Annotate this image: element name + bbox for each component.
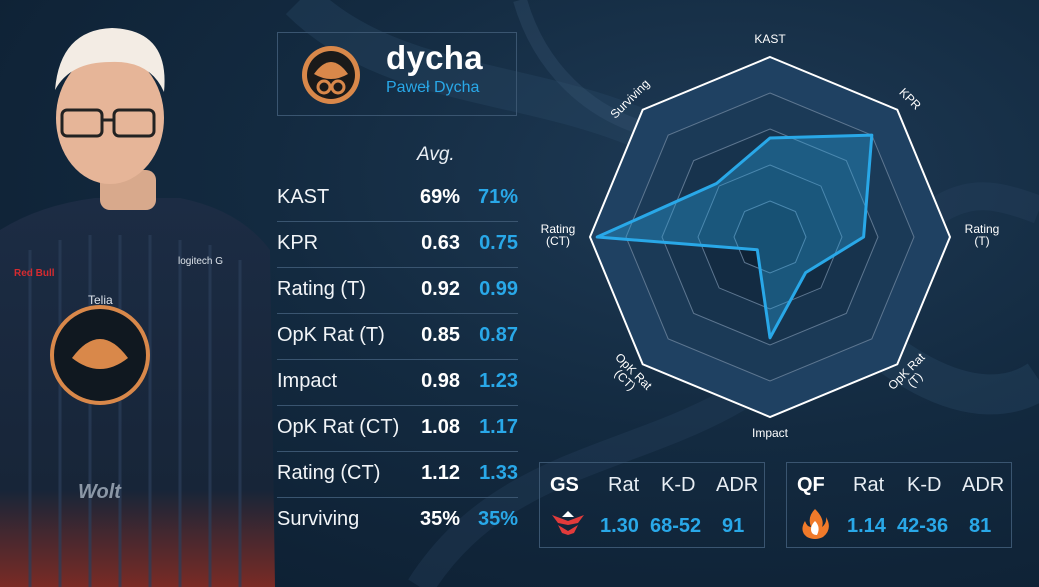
stats-table: KAST 69% 71% KPR 0.63 0.75 Rating (T) 0.92 0.99 O…: [277, 176, 518, 544]
adr-header: ADR: [962, 474, 1005, 496]
match-adr: 91: [722, 515, 745, 537]
stat-label: Rating (CT): [277, 462, 381, 484]
stat-player-value: 1.33: [479, 462, 518, 484]
stat-player-value: 0.99: [479, 278, 518, 300]
stat-row: Surviving 35% 35%: [277, 498, 518, 544]
radar-axis-label: Rating (T): [965, 222, 1000, 248]
stat-label: Rating (T): [277, 278, 366, 300]
kd-header: K-D: [907, 474, 942, 496]
stat-average: 1.12: [421, 462, 460, 484]
stat-average: 1.08: [421, 416, 460, 438]
stat-player-value: 1.17: [479, 416, 518, 438]
match-stage: QF: [797, 474, 825, 496]
stat-label: OpK Rat (T): [277, 324, 385, 346]
heroic-logo-icon: [552, 511, 584, 535]
match-adr: 81: [969, 515, 992, 537]
radar-axis-label: Rating (CT): [541, 222, 576, 248]
stat-row: OpK Rat (CT) 1.08 1.17: [277, 406, 518, 452]
stat-player-value: 0.75: [479, 232, 518, 254]
stat-label: OpK Rat (CT): [277, 416, 400, 438]
stat-average: 0.85: [421, 324, 460, 346]
match-rating: 1.30: [600, 515, 639, 537]
rating-header: Rat: [853, 474, 885, 496]
stat-average: 0.63: [421, 232, 460, 254]
stat-player-value: 1.23: [479, 370, 518, 392]
radar-axis-label: Impact: [752, 426, 789, 440]
avg-column-header: Avg.: [417, 144, 455, 165]
svg-text:Telia: Telia: [88, 293, 113, 307]
stat-label: KPR: [277, 232, 319, 254]
svg-text:Red Bull: Red Bull: [14, 268, 55, 279]
match-box-gs: GS Rat K-D ADR 1.30 68-52 91: [539, 462, 765, 548]
stat-average: 35%: [419, 508, 460, 530]
stat-average: 0.98: [421, 370, 460, 392]
stat-player-value: 71%: [477, 186, 518, 208]
stat-label: Impact: [277, 370, 338, 392]
stat-player-value: 0.87: [479, 324, 518, 346]
stat-row: Impact 0.98 1.23: [277, 360, 518, 406]
stat-row: KAST 69% 71%: [277, 176, 518, 222]
stat-label: KAST: [277, 186, 330, 208]
player-full-name: Paweł Dycha: [386, 79, 480, 96]
radar-axis-label: KPR: [896, 85, 924, 113]
radar-axis-label: KAST: [754, 32, 786, 46]
stat-player-value: 35%: [477, 508, 518, 530]
player-nickname: dycha: [386, 39, 483, 76]
stat-average: 69%: [419, 186, 460, 208]
stat-average: 0.92: [421, 278, 460, 300]
svg-text:logitech G: logitech G: [178, 256, 223, 267]
svg-text:Wolt: Wolt: [78, 481, 122, 503]
match-stage: GS: [550, 474, 579, 496]
match-kd: 42-36: [897, 515, 949, 537]
match-rating: 1.14: [847, 515, 886, 537]
radar-ring: [733, 200, 807, 274]
radar-player-profile: [595, 133, 874, 340]
match-box-qf: QF Rat K-D ADR 1.14 42-36 81: [786, 462, 1012, 548]
stat-row: OpK Rat (T) 0.85 0.87: [277, 314, 518, 360]
stat-row: Rating (CT) 1.12 1.33: [277, 452, 518, 498]
player-photo: Wolt Telia logitech G Red Bull: [0, 28, 275, 587]
match-kd: 68-52: [650, 515, 702, 537]
stat-row: KPR 0.63 0.75: [277, 222, 518, 268]
stat-row: Rating (T) 0.92 0.99: [277, 268, 518, 314]
copenhagen-flames-logo-icon: [802, 509, 829, 539]
kd-header: K-D: [661, 474, 696, 496]
rating-header: Rat: [608, 474, 640, 496]
player-name-card: dycha Paweł Dycha: [277, 32, 517, 116]
adr-header: ADR: [716, 474, 759, 496]
team-logo-icon: [302, 46, 360, 104]
stat-label: Surviving: [277, 508, 360, 530]
